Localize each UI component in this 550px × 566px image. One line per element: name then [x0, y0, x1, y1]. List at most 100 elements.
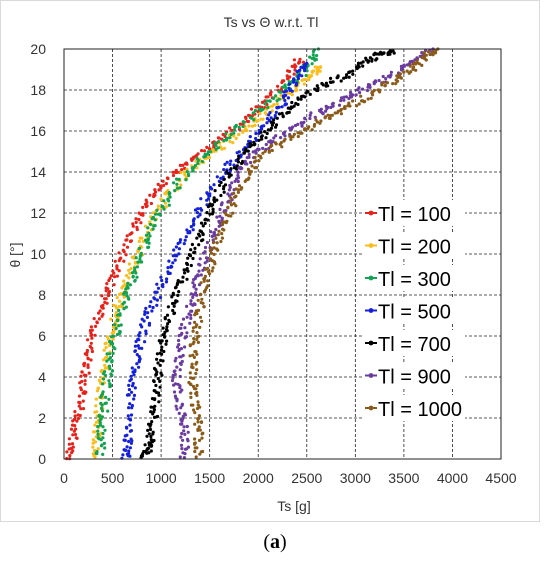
data-point [143, 238, 148, 242]
legend-marker [368, 405, 374, 411]
data-point [196, 298, 200, 302]
data-point [208, 202, 212, 206]
data-point [246, 119, 251, 124]
series-3 [94, 47, 320, 456]
y-tick-label: 0 [38, 451, 46, 467]
data-point [249, 107, 254, 111]
data-point [420, 51, 424, 55]
data-point [373, 51, 377, 55]
data-point [247, 155, 251, 159]
data-point [344, 75, 348, 79]
data-point [170, 265, 174, 269]
data-point [149, 422, 153, 426]
data-point [237, 150, 241, 154]
data-point [188, 321, 192, 325]
data-point [128, 402, 132, 406]
data-point [183, 432, 187, 436]
data-point [218, 207, 222, 211]
data-point [195, 331, 199, 335]
data-point [283, 93, 288, 97]
data-point [415, 56, 419, 60]
data-point [394, 78, 398, 82]
data-point [77, 404, 81, 408]
data-point [236, 160, 240, 164]
data-point [254, 151, 258, 155]
data-point [166, 197, 170, 201]
data-point [290, 64, 294, 68]
data-point [321, 83, 325, 87]
data-point [189, 248, 193, 252]
data-point [273, 113, 277, 118]
data-point [272, 136, 276, 140]
data-point [254, 136, 258, 141]
data-point [179, 406, 183, 410]
data-point [326, 84, 330, 88]
data-point [385, 81, 389, 85]
y-tick-label: 8 [38, 287, 46, 303]
data-point [194, 387, 198, 391]
data-point [98, 423, 102, 427]
data-point [189, 391, 193, 395]
data-point [326, 113, 330, 117]
data-point [288, 75, 292, 79]
data-point [86, 365, 90, 369]
data-point [102, 441, 106, 445]
data-point [146, 311, 150, 315]
data-point [195, 337, 199, 341]
data-point [187, 380, 191, 385]
data-point [130, 271, 135, 275]
data-point [109, 335, 113, 339]
data-point [123, 434, 127, 438]
legend: Tl = 100 Tl = 200 Tl = 300 Tl = 500 Tl = 700… [363, 200, 465, 421]
data-point [136, 337, 140, 341]
data-point [97, 437, 101, 441]
data-point [155, 357, 159, 361]
data-point [186, 172, 191, 176]
data-point [268, 99, 272, 103]
data-point [186, 430, 190, 434]
data-point [114, 326, 118, 330]
data-point [94, 420, 99, 424]
data-point [308, 92, 312, 96]
data-point [284, 102, 288, 106]
data-point [127, 383, 131, 387]
data-point [133, 349, 137, 353]
data-point [148, 234, 152, 238]
data-point [179, 362, 183, 366]
data-point [259, 117, 263, 121]
data-point [205, 240, 209, 245]
data-point [193, 449, 197, 454]
data-point [133, 279, 137, 283]
data-point [405, 69, 409, 73]
data-point [121, 248, 125, 252]
data-point [189, 299, 193, 303]
data-point [415, 59, 419, 63]
data-point [166, 266, 170, 270]
data-point [232, 191, 236, 195]
data-point [302, 120, 306, 124]
data-point [113, 323, 117, 327]
data-point [206, 279, 210, 283]
data-point [301, 60, 306, 64]
data-point [107, 290, 112, 294]
data-point [389, 49, 393, 53]
data-point [348, 104, 352, 108]
data-point [232, 128, 236, 132]
data-point [292, 58, 296, 62]
data-point [91, 438, 95, 442]
data-point [359, 94, 363, 98]
data-point [248, 115, 252, 120]
data-point [296, 134, 300, 139]
data-point [287, 86, 291, 90]
data-point [193, 320, 197, 324]
data-point [234, 136, 238, 140]
data-point [220, 202, 224, 206]
data-point [357, 102, 361, 106]
data-point [144, 306, 148, 310]
data-point [368, 83, 372, 87]
data-point [196, 400, 200, 404]
data-point [269, 126, 274, 130]
caption-letter: a [270, 531, 280, 553]
data-point [67, 437, 71, 441]
data-point [100, 294, 104, 298]
